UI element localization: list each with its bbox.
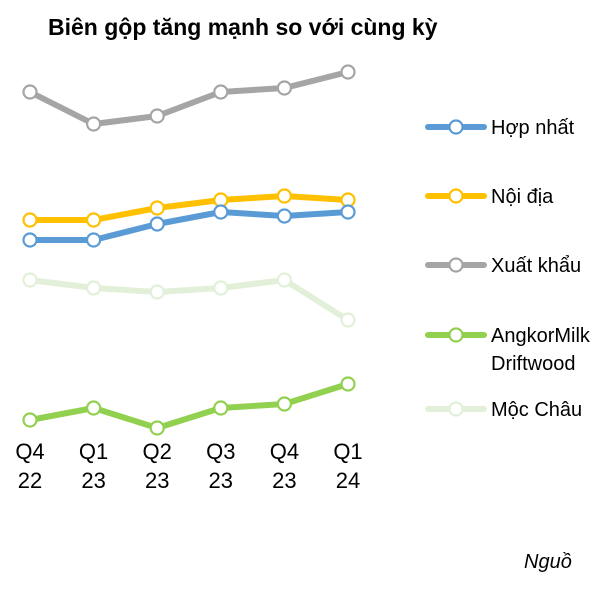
series-line-2 xyxy=(27,69,351,127)
x-tick-label-4: Q4 23 xyxy=(270,439,299,493)
data-point-3-3 xyxy=(213,400,229,416)
data-point-2-5 xyxy=(340,64,356,80)
legend-item-3: AngkorMilk Driftwood xyxy=(425,325,591,375)
data-point-4-3 xyxy=(213,280,229,296)
legend-item-2: Xuất khẩu xyxy=(425,255,581,277)
data-point-1-2 xyxy=(149,200,165,216)
source-note: Nguồ xyxy=(524,551,572,573)
data-point-3-4 xyxy=(276,396,292,412)
data-point-0-1 xyxy=(85,232,102,248)
legend-swatch-marker-2 xyxy=(448,257,464,273)
data-point-3-0 xyxy=(22,412,38,428)
data-point-4-1 xyxy=(85,280,102,296)
legend: Hợp nhất Nội địa Xuất khẩu AngkorMilk Driftw… xyxy=(425,117,591,421)
legend-label-1: Nội địa xyxy=(491,186,554,208)
x-axis-ticks: Q4 22 Q1 23 Q2 23 Q3 23 Q4 23 Q1 24 xyxy=(15,439,362,493)
data-point-2-3 xyxy=(213,84,229,100)
series-line-3 xyxy=(27,381,351,431)
data-point-1-0 xyxy=(22,212,38,228)
data-point-2-1 xyxy=(85,116,102,132)
series-1 xyxy=(22,188,356,228)
legend-label-4: Mộc Châu xyxy=(491,399,582,421)
series-2 xyxy=(22,64,356,132)
data-point-4-2 xyxy=(149,284,165,300)
legend-item-0: Hợp nhất xyxy=(425,117,575,139)
x-tick-label-1: Q1 23 xyxy=(79,439,108,493)
legend-swatch-marker-1 xyxy=(448,188,464,204)
data-point-4-0 xyxy=(22,272,38,288)
series-line-4 xyxy=(27,277,351,323)
data-point-3-5 xyxy=(340,376,356,392)
series-layer xyxy=(22,64,356,436)
series-3 xyxy=(22,376,356,436)
data-point-0-2 xyxy=(149,216,165,232)
series-0 xyxy=(22,204,356,248)
data-point-3-1 xyxy=(85,400,102,416)
data-point-1-4 xyxy=(276,188,292,204)
data-point-3-2 xyxy=(149,420,165,436)
series-4 xyxy=(22,272,356,328)
data-point-0-5 xyxy=(340,204,356,220)
legend-item-4: Mộc Châu xyxy=(425,399,582,421)
series-line-1 xyxy=(27,193,351,223)
legend-label-3: AngkorMilk Driftwood xyxy=(491,325,591,375)
legend-swatch-marker-3 xyxy=(448,327,464,343)
data-point-2-4 xyxy=(276,80,292,96)
data-point-4-4 xyxy=(276,272,292,288)
legend-label-2: Xuất khẩu xyxy=(491,255,581,277)
data-point-0-4 xyxy=(276,208,292,224)
legend-item-1: Nội địa xyxy=(425,186,554,208)
legend-swatch-marker-4 xyxy=(448,401,464,417)
chart-title: Biên gộp tăng mạnh so với cùng kỳ xyxy=(48,14,438,40)
legend-label-0: Hợp nhất xyxy=(491,117,575,139)
x-tick-label-3: Q3 23 xyxy=(206,439,235,493)
data-point-4-5 xyxy=(340,312,356,328)
data-point-2-2 xyxy=(149,108,165,124)
data-point-1-1 xyxy=(85,212,102,228)
series-line-0 xyxy=(27,209,351,243)
data-point-0-3 xyxy=(213,204,229,220)
data-point-0-0 xyxy=(22,232,38,248)
legend-swatch-marker-0 xyxy=(448,119,464,135)
x-tick-label-2: Q2 23 xyxy=(143,439,172,493)
x-tick-label-5: Q1 24 xyxy=(333,439,362,493)
x-tick-label-0: Q4 22 xyxy=(15,439,44,493)
data-point-2-0 xyxy=(22,84,38,100)
